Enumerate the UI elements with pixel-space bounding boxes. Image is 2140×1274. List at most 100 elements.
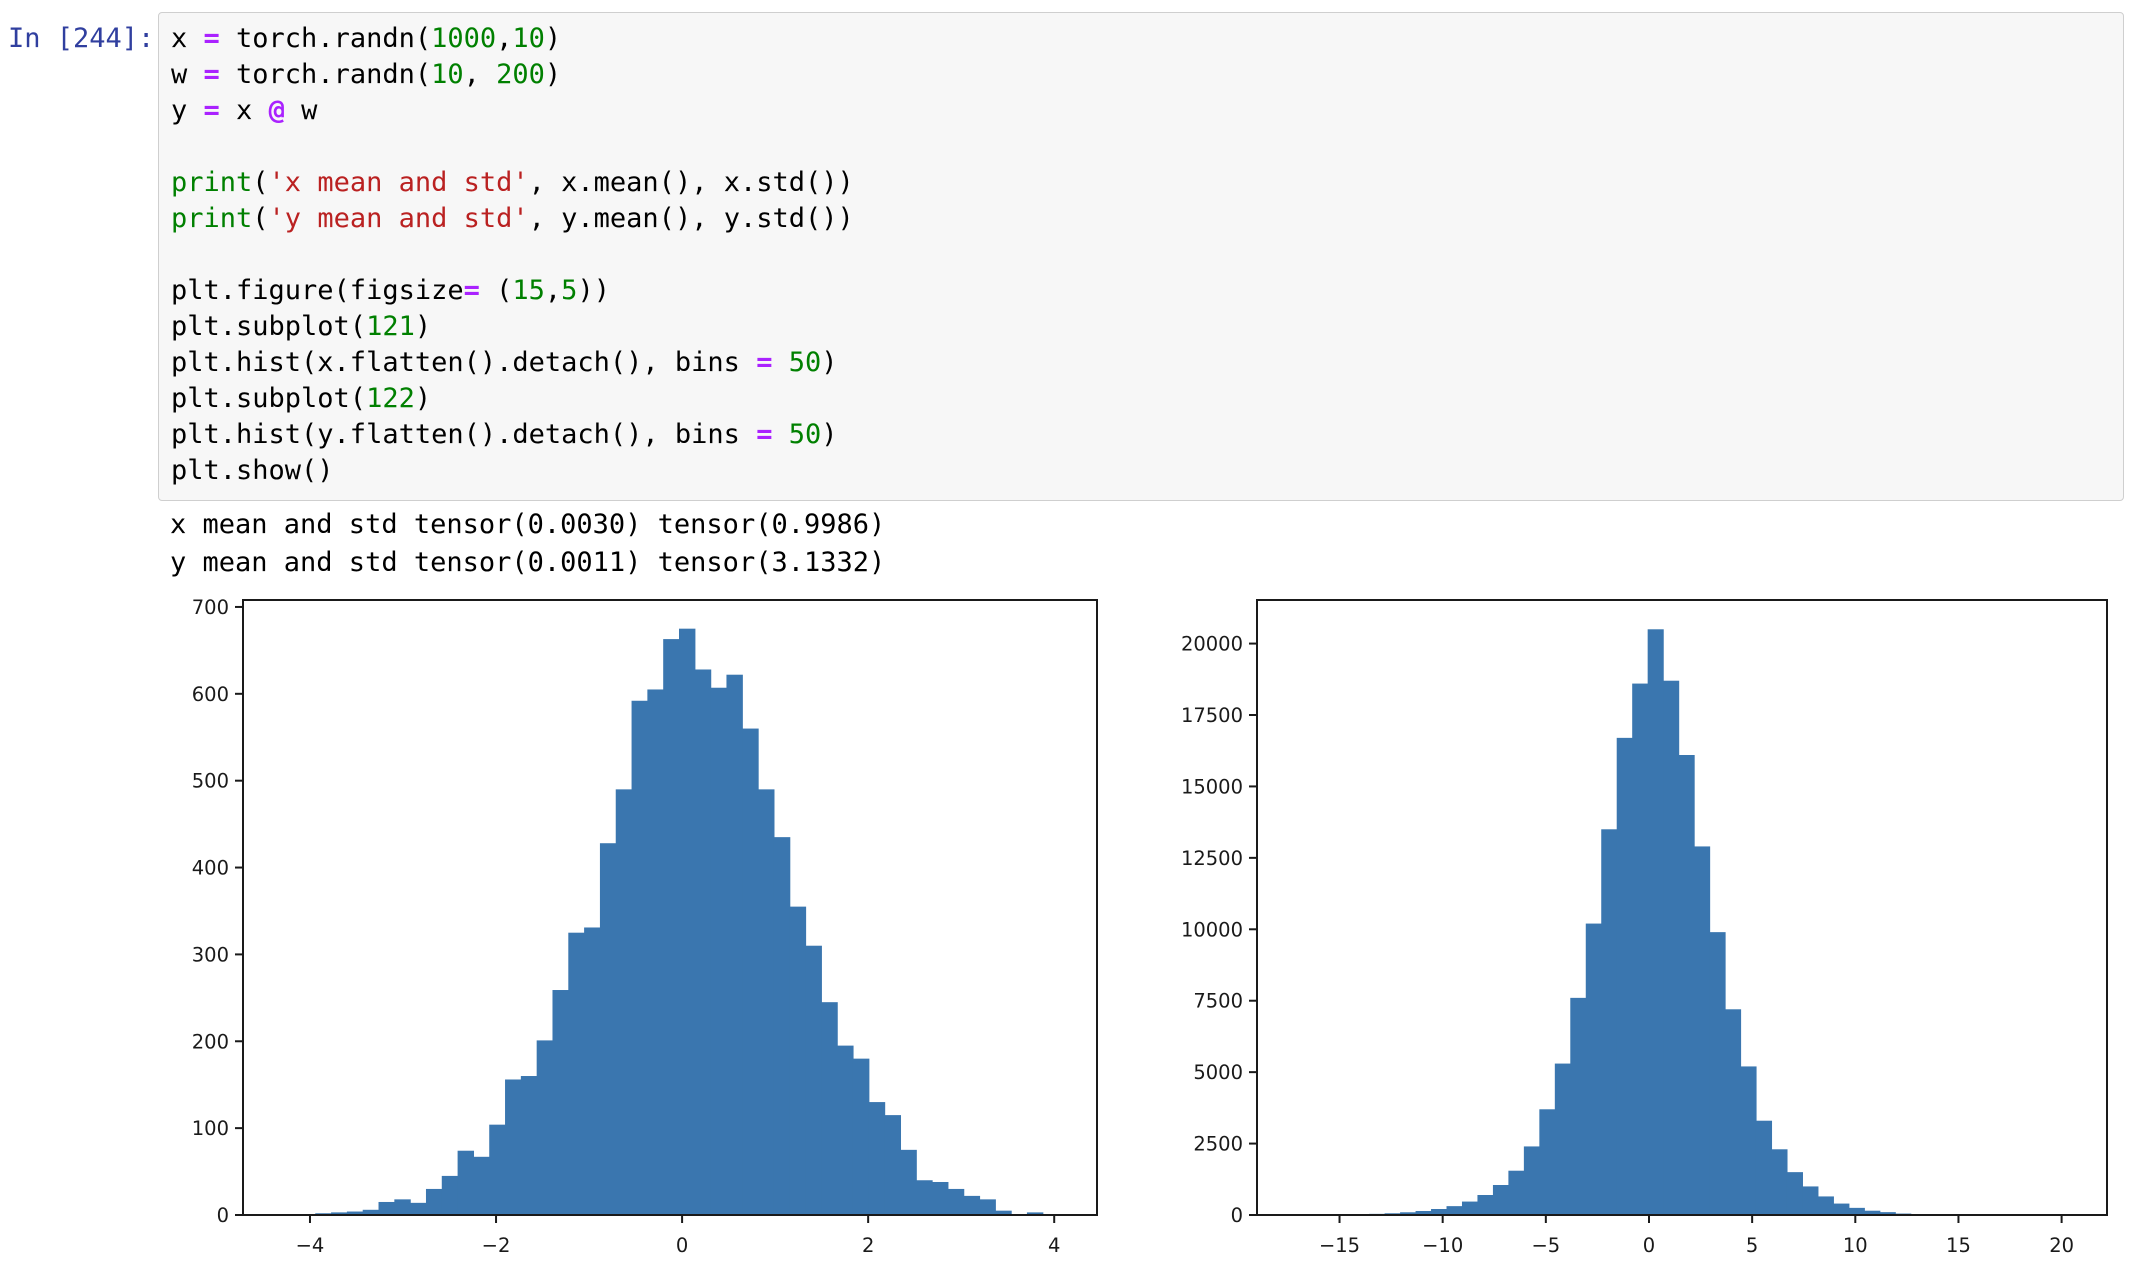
- x-tick-label: 2: [862, 1234, 874, 1257]
- histogram-bar: [979, 1199, 996, 1215]
- histogram-bar: [1461, 1201, 1479, 1215]
- stdout-line: y mean and std tensor(0.0011) tensor(3.1…: [170, 547, 886, 578]
- code-token: w: [284, 95, 318, 126]
- histogram-bar: [394, 1199, 411, 1215]
- histogram-bar: [647, 689, 664, 1215]
- y-tick-label: 400: [192, 857, 229, 880]
- code-line: plt.subplot(122): [171, 381, 2111, 417]
- histogram-bar: [884, 1115, 902, 1215]
- y-tick-label: 0: [217, 1204, 229, 1227]
- code-token: plt.subplot(: [171, 383, 367, 414]
- y-tick-label: 5000: [1193, 1061, 1243, 1084]
- code-token: print: [171, 167, 253, 198]
- y-tick-label: 7500: [1193, 990, 1243, 1013]
- histogram-bar: [362, 1209, 380, 1215]
- histogram-bar: [1678, 755, 1695, 1215]
- histogram-bar: [425, 1188, 443, 1215]
- code-token: (: [479, 275, 513, 306]
- code-line: [171, 237, 2111, 273]
- code-line: plt.hist(y.flatten().detach(), bins = 50…: [171, 417, 2111, 453]
- x-tick-label: 5: [1746, 1234, 1758, 1257]
- code-token: 10: [512, 23, 545, 54]
- code-editor[interactable]: x = torch.randn(1000,10) w = torch.randn(…: [158, 12, 2124, 501]
- code-line: plt.figure(figsize= (15,5)): [171, 273, 2111, 309]
- histogram-bar: [1879, 1212, 1896, 1215]
- code-token: 'y mean and std': [268, 203, 529, 234]
- histogram-bar: [410, 1202, 427, 1215]
- code-token: torch.randn(: [219, 23, 432, 54]
- histogram-bar: [599, 843, 617, 1215]
- axes-spines: [242, 599, 1098, 1216]
- code-token: [772, 347, 788, 378]
- code-token: =: [463, 275, 480, 306]
- y-tick-label: 600: [192, 683, 229, 706]
- histogram-left: −4 −2 0 2 4 0 100 200 300 400 500 600 700: [192, 596, 1098, 1257]
- histogram-bar: [679, 628, 696, 1215]
- y-tick-label: 500: [192, 770, 229, 793]
- code-token: =: [203, 59, 220, 90]
- histogram-bar: [552, 990, 569, 1215]
- histogram-bar: [1026, 1212, 1044, 1215]
- code-line: y = x @ w: [171, 93, 2111, 129]
- y-tick-label: 17500: [1181, 704, 1243, 727]
- code-token: , x.mean(), x.std()): [528, 167, 854, 198]
- x-tick-label: 0: [676, 1234, 688, 1257]
- histogram-bar: [473, 1156, 490, 1215]
- code-line: print('y mean and std', y.mean(), y.std(…: [171, 201, 2111, 237]
- code-token: print: [171, 203, 253, 234]
- histogram-right: −15 −10 −5 0 5 10 15 20 0 2500 5000 7500 10000 12500 1…: [1181, 599, 2108, 1257]
- code-line: plt.hist(x.flatten().detach(), bins = 50…: [171, 345, 2111, 381]
- code-token: torch.randn(: [219, 59, 432, 90]
- axes-spines: [1256, 599, 2108, 1216]
- histogram-bar: [1508, 1170, 1525, 1215]
- histogram-bar: [1786, 1172, 1803, 1215]
- code-token: 15: [512, 275, 545, 306]
- histogram-bar: [1554, 1063, 1571, 1215]
- y-tick-label: 20000: [1181, 633, 1243, 656]
- histogram-bar: [805, 945, 822, 1215]
- histogram-bar: [742, 728, 759, 1215]
- code-token: ,: [544, 275, 562, 306]
- histogram-bar: [995, 1210, 1012, 1215]
- code-token: =: [203, 95, 220, 126]
- histogram-bar: [1694, 846, 1711, 1215]
- histogram-bar: [584, 927, 601, 1215]
- code-line: x = torch.randn(1000,10): [171, 21, 2111, 57]
- y-tick-label: 10000: [1181, 918, 1243, 941]
- histogram-bar: [1740, 1066, 1757, 1215]
- histogram-bar: [932, 1181, 949, 1215]
- code-token: ): [821, 419, 838, 450]
- histogram-bar: [726, 674, 743, 1215]
- x-tick-label: 15: [1946, 1234, 1971, 1257]
- histogram-bar: [1802, 1186, 1819, 1215]
- histogram-bar: [1755, 1120, 1773, 1215]
- code-token: 200: [496, 59, 545, 90]
- histogram-bar: [1570, 997, 1587, 1215]
- histogram-bar: [331, 1212, 348, 1215]
- y-tick-label: 300: [192, 943, 229, 966]
- x-tick-label: 4: [1048, 1234, 1060, 1257]
- code-token: (: [252, 203, 269, 234]
- code-token: =: [756, 347, 773, 378]
- x-tick-label: −15: [1319, 1234, 1360, 1257]
- code-token: 5: [561, 275, 578, 306]
- histogram-bar: [536, 1040, 554, 1215]
- code-token: ): [414, 311, 432, 342]
- histogram-bar: [505, 1079, 522, 1215]
- histogram-bar: [1663, 680, 1680, 1215]
- histogram-bar: [1817, 1196, 1834, 1215]
- histogram-bar: [441, 1175, 459, 1215]
- code-token: ): [821, 347, 838, 378]
- histogram-bar: [1523, 1146, 1540, 1215]
- x-tick-label: −10: [1422, 1234, 1463, 1257]
- code-token: y: [171, 95, 204, 126]
- histogram-bar: [1833, 1203, 1850, 1215]
- code-token: ,: [496, 23, 513, 54]
- code-token: 121: [366, 311, 415, 342]
- histogram-bar: [1771, 1149, 1788, 1215]
- histogram-bar: [789, 906, 807, 1215]
- code-token: =: [756, 419, 773, 450]
- histogram-bar: [378, 1201, 395, 1215]
- histogram-bar: [568, 932, 585, 1215]
- code-token: (: [252, 167, 269, 198]
